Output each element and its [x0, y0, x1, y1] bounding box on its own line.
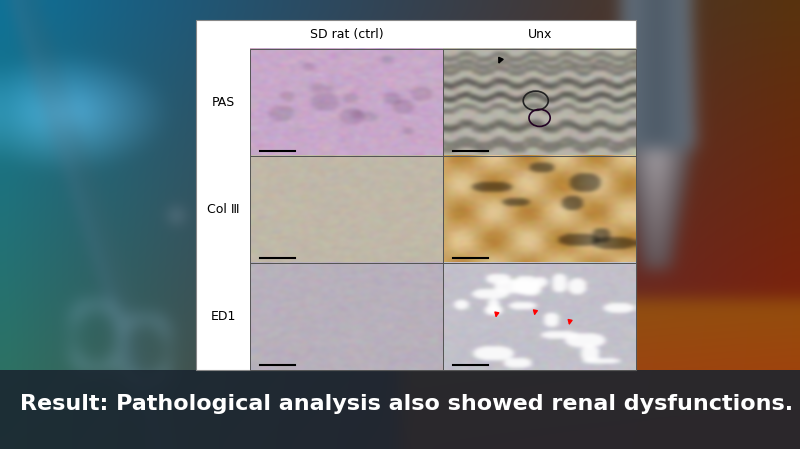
Bar — [443, 156, 636, 264]
Bar — [0, 370, 800, 449]
Bar — [443, 264, 636, 370]
Bar — [250, 156, 443, 264]
Text: Result: Pathological analysis also showed renal dysfunctions.: Result: Pathological analysis also showe… — [20, 394, 793, 414]
Text: PAS: PAS — [211, 97, 235, 110]
Text: SD rat (ctrl): SD rat (ctrl) — [310, 28, 384, 41]
Bar — [250, 264, 443, 370]
Text: Unx: Unx — [527, 28, 552, 41]
Text: ED1: ED1 — [210, 310, 236, 323]
Bar — [443, 49, 636, 156]
Bar — [250, 49, 443, 156]
Text: Col Ⅲ: Col Ⅲ — [207, 203, 239, 216]
Bar — [196, 20, 636, 370]
